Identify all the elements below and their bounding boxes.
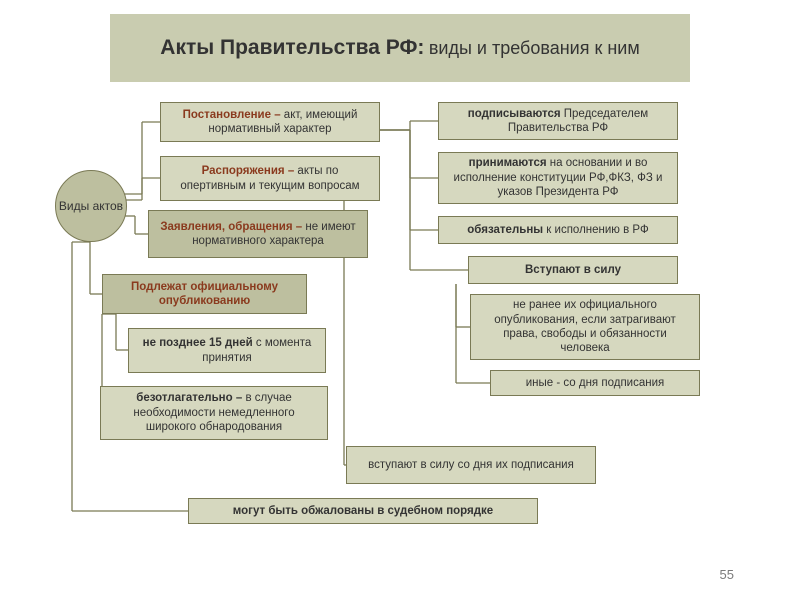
type-zayavleniya: Заявления, обращения – не имеют норматив… xyxy=(148,210,368,258)
type-postanovlenie: Постановление – акт, имеющий нормативный… xyxy=(160,102,380,142)
req-effective-header: Вступают в силу xyxy=(468,256,678,284)
bottom-appeal: могут быть обжалованы в судебном порядке xyxy=(188,498,538,524)
publication-header: Подлежат официальному опубликованию xyxy=(102,274,307,314)
page-title: Акты Правительства РФ: виды и требования… xyxy=(110,14,690,82)
title-main: Акты Правительства РФ: xyxy=(160,36,424,59)
req-effective-rights: не ранее их официального опубликования, … xyxy=(470,294,700,360)
req-signed: подписываются Председателем Правительств… xyxy=(438,102,678,140)
root-node: Виды актов xyxy=(55,170,127,242)
type-rasporyazheniya: Распоряжения – акты по опертивным и теку… xyxy=(160,156,380,201)
title-sub: виды и требования к ним xyxy=(429,38,640,58)
page-number: 55 xyxy=(720,567,734,582)
req-effective-signing: вступают в силу со дня их подписания xyxy=(346,446,596,484)
req-mandatory: обязательны к исполнению в РФ xyxy=(438,216,678,244)
publication-urgent: безотлагательно – в случае необходимости… xyxy=(100,386,328,440)
req-effective-other: иные - со дня подписания xyxy=(490,370,700,396)
root-label: Виды актов xyxy=(59,199,123,213)
publication-15days: не позднее 15 дней с момента принятия xyxy=(128,328,326,373)
req-adopted: принимаются на основании и во исполнение… xyxy=(438,152,678,204)
